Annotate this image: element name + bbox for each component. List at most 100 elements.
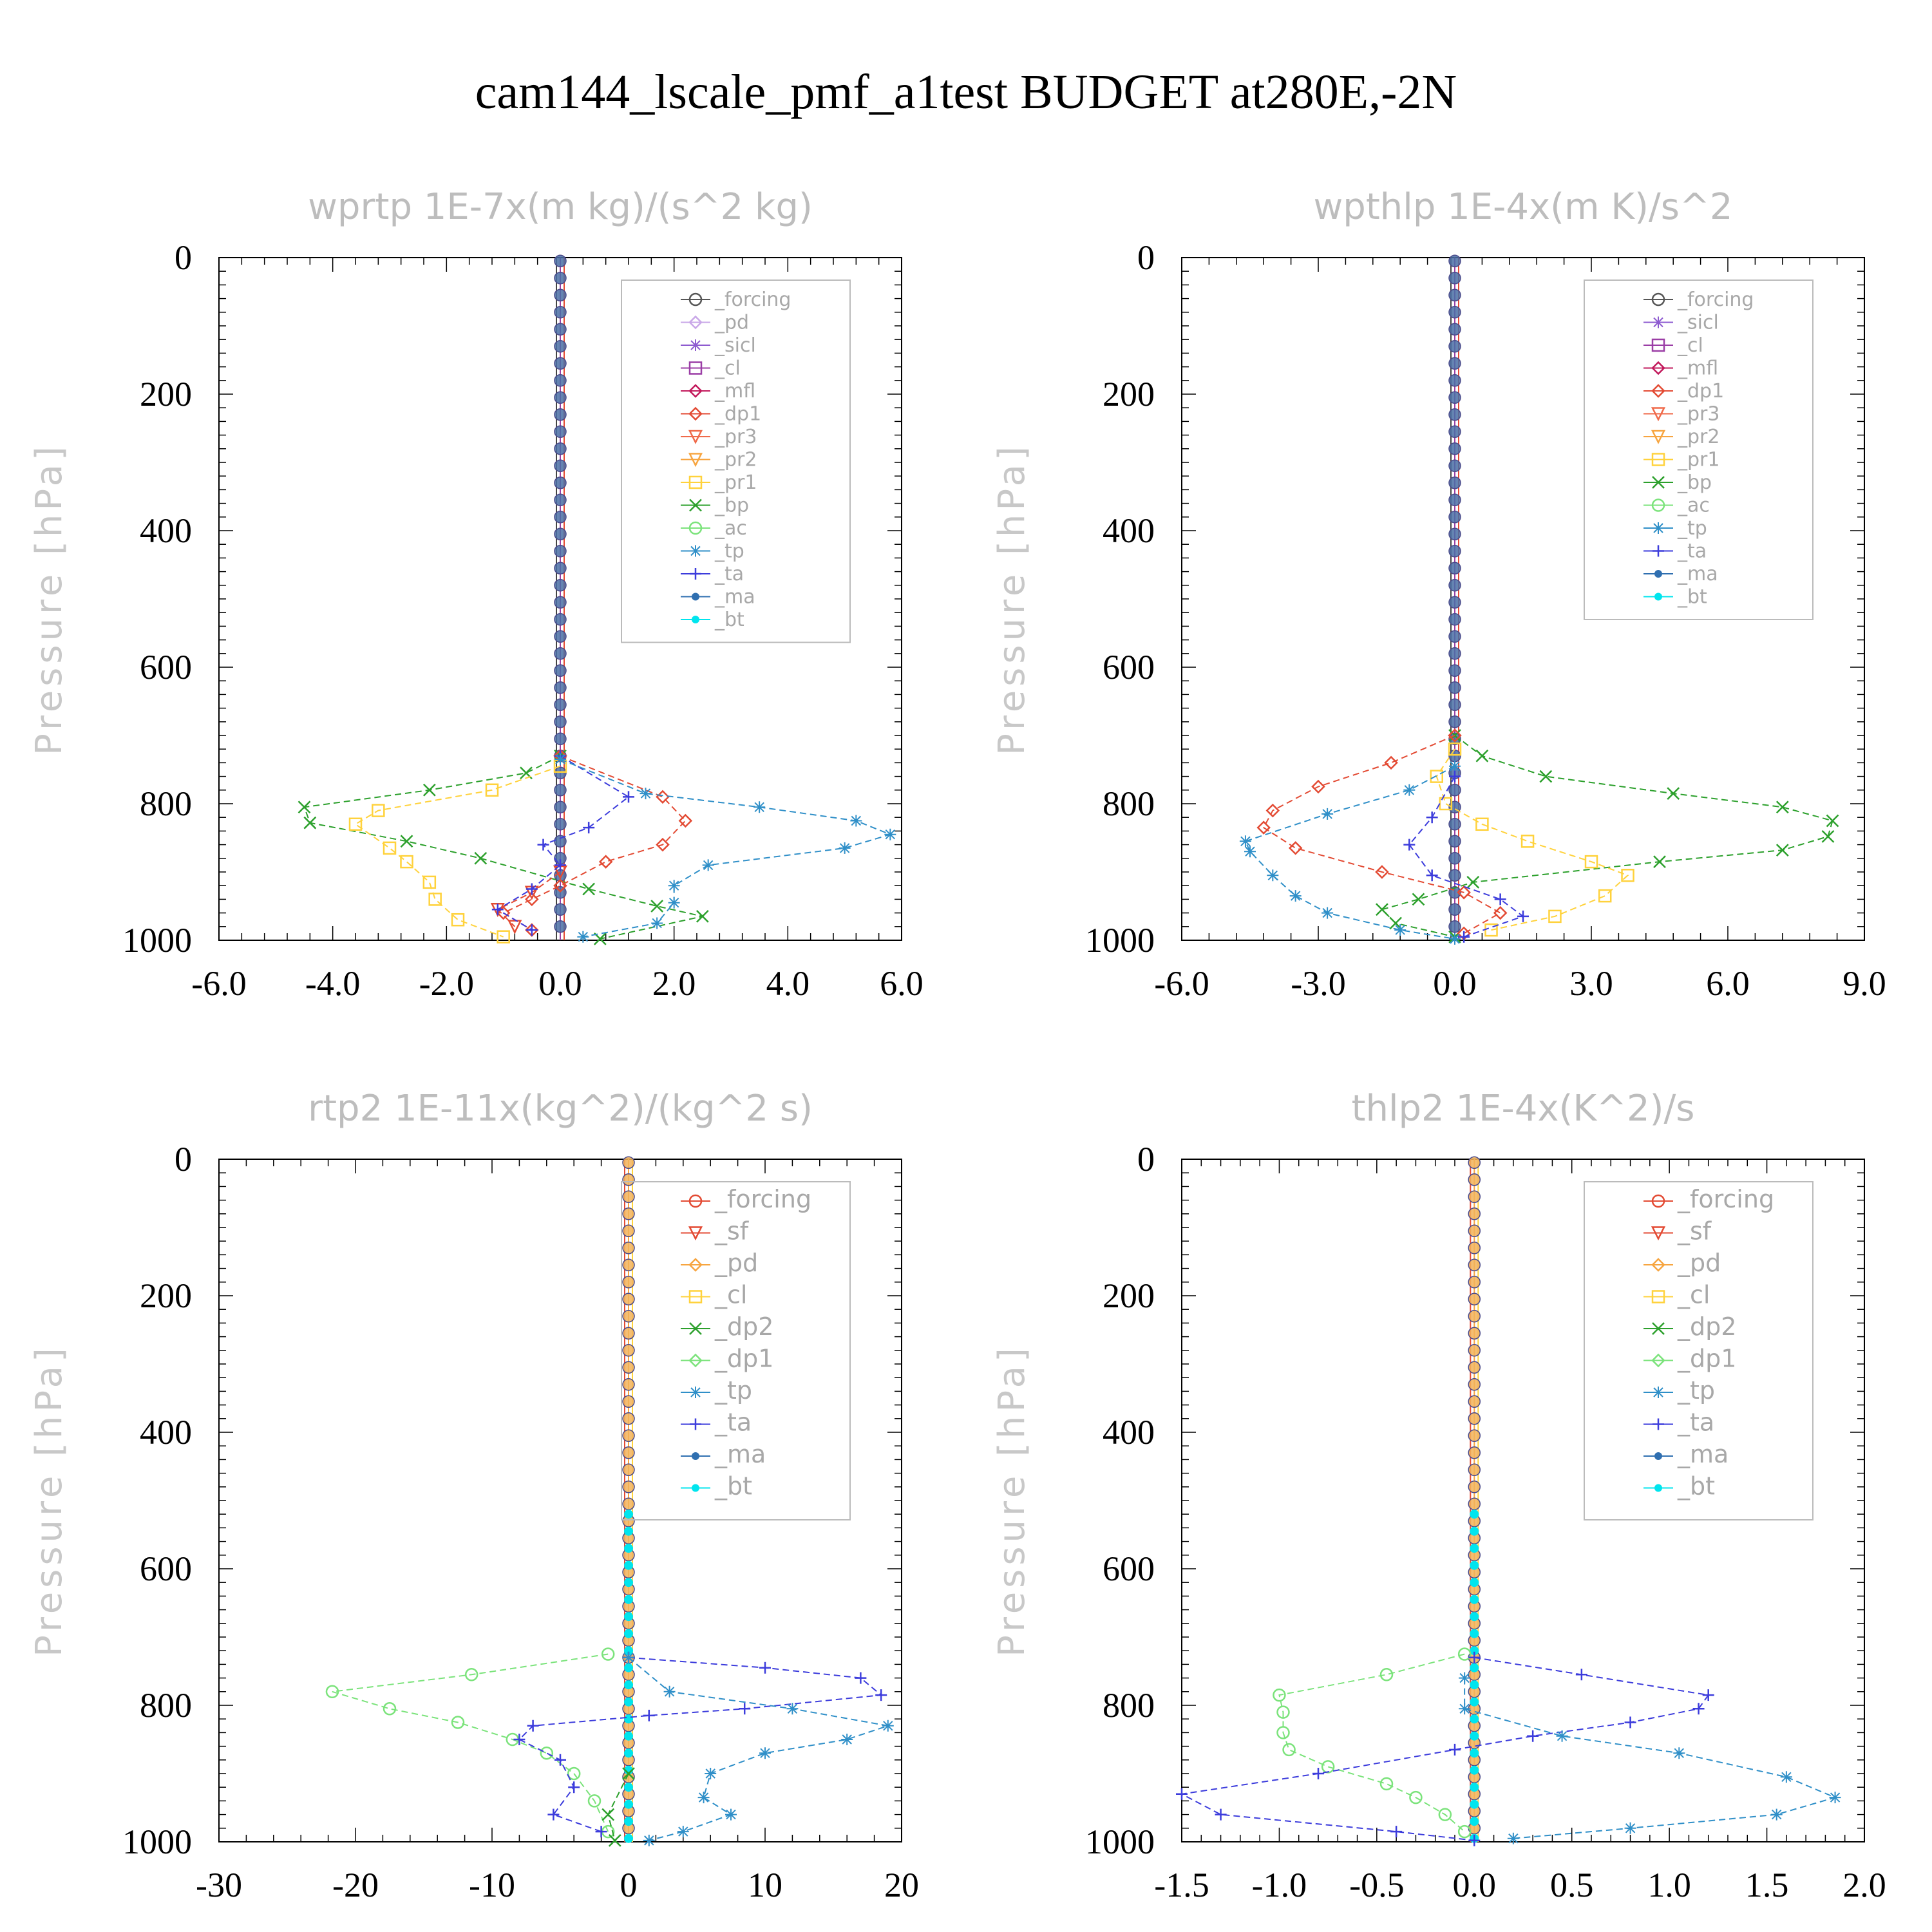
zero-marker [1448,477,1461,489]
data-point_ta [526,883,538,895]
zero-marker [1448,732,1461,746]
bt-marker [624,1629,633,1638]
legend-marker [688,1258,703,1272]
zero-marker [1448,511,1461,524]
legend-marker [690,545,701,557]
data-point_pr1 [422,875,437,889]
data-point_ta [513,1734,526,1745]
legend-entry: _dp1 [714,1345,773,1373]
bt-marker [624,1783,633,1792]
bt-marker [1470,1578,1479,1587]
legend-marker [1651,1226,1666,1241]
y-tick-label: 800 [140,784,192,823]
zero-marker [1468,1224,1481,1238]
zero-marker [1448,681,1461,694]
legend-marker [688,1353,703,1368]
y-tick-label: 400 [1103,511,1155,550]
zero-marker [1448,784,1461,797]
x-tick-label: -30 [196,1866,242,1904]
bt-marker [624,1544,633,1553]
zero-marker [622,1446,635,1459]
data-point_pr1 [348,817,363,831]
zero-marker [554,579,567,592]
zero-marker [554,306,567,319]
series-line_tp [1464,1678,1837,1839]
legend-marker [1651,1353,1665,1368]
data-point_tp [1267,869,1279,882]
legend-marker [688,384,703,398]
data-point_dp1 [678,813,693,828]
data-point_tp [1780,1771,1792,1783]
y-tick-label: 800 [140,1686,192,1725]
legend-marker [688,521,703,535]
bt-marker [624,1510,633,1519]
data-point_ta [1692,1703,1705,1715]
bt-marker [1470,1817,1479,1826]
legend-entry: _dp1 [714,403,761,426]
y-tick-label: 800 [1103,784,1155,823]
panel-title: thlp2 1E-4x(K^2)/s [1352,1088,1695,1130]
legend-marker [690,339,701,351]
zero-marker [554,340,567,353]
data-point_dp2 [608,1833,621,1847]
y-tick-label: 0 [175,1140,192,1179]
data-point_tp [1321,907,1334,919]
data-point_ta [1449,770,1461,782]
legend-entry: _dp2 [714,1312,773,1341]
bt-marker [624,1697,633,1707]
data-point_tp [668,880,680,892]
legend-marker [689,498,702,512]
data-point_ta [554,859,566,871]
data-point_tp [1239,835,1251,848]
legend-marker [690,1418,701,1430]
data-point_dp1 [1256,820,1271,835]
y-axis-label: Pressure [hPa] [28,1344,70,1657]
data-point_ta [583,822,595,834]
zero-marker [1448,835,1461,848]
data-point_ta [1449,1743,1461,1756]
data-point_tp [651,917,663,929]
x-tick-label: 0.5 [1550,1866,1594,1904]
legend-entry: _bp [714,495,749,517]
data-point_pr1 [1584,855,1598,869]
data-point_ta [623,791,634,803]
data-point_bp [474,851,488,865]
legend-entry: _pd [1677,1249,1721,1277]
data-point_dp1 [464,1668,478,1681]
zero-marker [1448,596,1461,609]
data-point_pr1 [400,855,413,869]
zero-marker [1468,1208,1481,1220]
y-tick-label: 400 [140,511,192,550]
legend-entry: _mfl [1677,357,1718,380]
zero-marker [622,1242,635,1255]
data-point_tp [884,828,896,840]
data-point_bp [650,900,664,913]
zero-marker [622,1190,635,1204]
data-point_ta [1527,1730,1539,1742]
data-point_ta [527,1719,539,1732]
data-point_dp1 [1375,865,1389,879]
data-point_dp1 [656,837,670,852]
x-tick-label: -0.5 [1349,1866,1404,1904]
data-point_tp [1449,760,1461,772]
legend-entry: _pr2 [1677,426,1719,448]
zero-marker [1448,408,1461,421]
data-point_tp [643,1834,655,1846]
legend-entry: _forcing [1677,289,1754,311]
bt-marker [1470,1595,1479,1604]
legend-marker [692,1452,699,1460]
legend-entry: _sicl [714,334,756,357]
data-point_ta [855,1672,867,1684]
legend-box [621,279,851,643]
data-point_dp1 [1273,1688,1286,1702]
data-point_dp1 [1265,803,1280,818]
data-point_ta [554,1754,566,1766]
series-line_tp [628,1657,889,1841]
series-line_tp [560,759,893,938]
data-point_tp [1403,784,1416,796]
zero-marker [1468,1412,1481,1425]
zero-marker [1468,1497,1481,1511]
y-tick-label: 200 [1103,375,1155,413]
bt-marker [624,1560,633,1570]
data-point_ta [1403,838,1416,851]
